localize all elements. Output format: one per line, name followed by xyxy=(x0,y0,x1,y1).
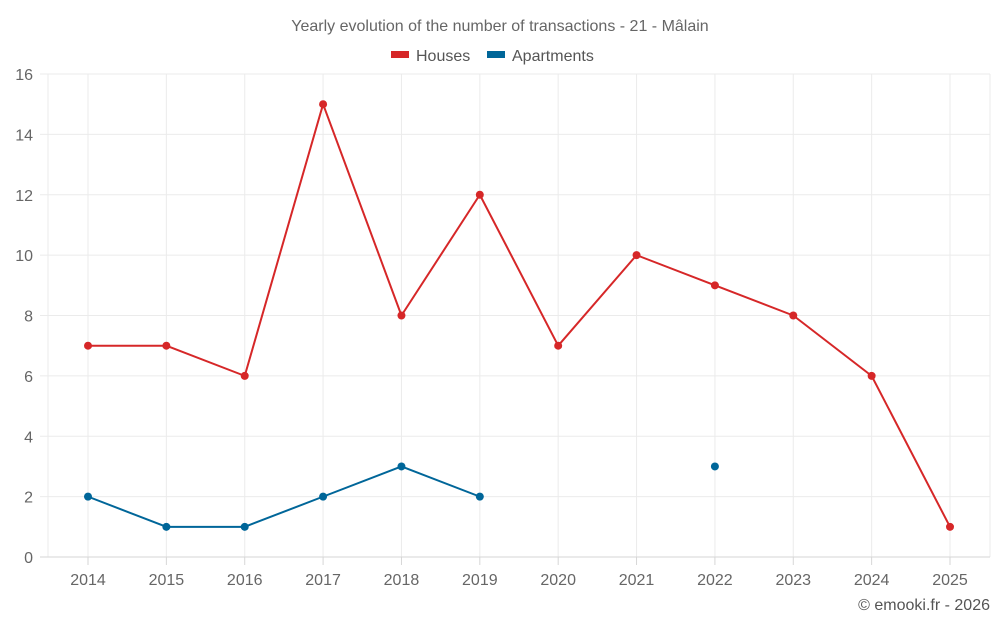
y-tick-label: 2 xyxy=(24,490,33,507)
data-point-houses[interactable] xyxy=(319,100,328,109)
data-point-houses[interactable] xyxy=(162,341,171,350)
y-tick-label: 10 xyxy=(15,248,33,265)
data-point-houses[interactable] xyxy=(867,371,876,380)
data-point-apartments[interactable] xyxy=(240,522,249,531)
legend-item-houses[interactable]: Houses xyxy=(391,48,470,65)
x-tick-label: 2021 xyxy=(619,572,655,589)
data-point-houses[interactable] xyxy=(397,311,406,320)
series-line-houses xyxy=(88,103,951,528)
data-point-houses[interactable] xyxy=(789,311,798,320)
data-point-houses[interactable] xyxy=(84,341,92,350)
data-point-houses[interactable] xyxy=(632,251,641,260)
x-tick-label: 2020 xyxy=(540,572,576,589)
x-tick-label: 2023 xyxy=(775,572,811,589)
data-point-houses[interactable] xyxy=(240,371,249,380)
legend-swatch-apartments xyxy=(487,51,505,58)
y-axis: 0 2 4 6 8 10 12 14 16 xyxy=(15,67,33,567)
x-tick-label: 2024 xyxy=(854,572,890,589)
y-tick-label: 0 xyxy=(24,550,33,567)
y-tick-label: 12 xyxy=(15,188,33,205)
grid xyxy=(40,73,991,558)
chart-title: Yearly evolution of the number of transa… xyxy=(291,18,708,35)
x-tick-label: 2017 xyxy=(305,572,341,589)
x-tick-label: 2015 xyxy=(149,572,185,589)
data-point-apartments[interactable] xyxy=(475,492,484,501)
data-point-apartments[interactable] xyxy=(710,462,719,471)
y-tick-label: 6 xyxy=(24,369,33,386)
data-point-houses[interactable] xyxy=(710,281,719,290)
y-tick-label: 8 xyxy=(24,309,33,326)
legend-swatch-houses xyxy=(391,51,409,58)
data-point-houses[interactable] xyxy=(946,522,954,531)
series-houses xyxy=(84,100,954,531)
x-tick-label: 2019 xyxy=(462,572,498,589)
y-tick-label: 16 xyxy=(15,67,33,84)
data-point-apartments[interactable] xyxy=(84,492,92,501)
y-tick-label: 14 xyxy=(15,127,33,144)
x-tick-label: 2018 xyxy=(384,572,420,589)
series-apartments xyxy=(84,462,719,531)
data-point-apartments[interactable] xyxy=(319,492,328,501)
legend-label-houses: Houses xyxy=(416,48,470,65)
data-point-apartments[interactable] xyxy=(397,462,406,471)
data-point-houses[interactable] xyxy=(475,190,484,199)
legend-label-apartments: Apartments xyxy=(512,48,594,65)
x-tick-label: 2022 xyxy=(697,572,733,589)
x-axis: 2014 2015 2016 2017 2018 2019 2020 2021 2022 2023… xyxy=(70,557,968,589)
legend: Houses Apartments xyxy=(391,48,594,65)
credit-text: © emooki.fr - 2026 xyxy=(858,597,990,614)
x-tick-label: 2014 xyxy=(70,572,106,589)
data-point-houses[interactable] xyxy=(554,341,563,350)
y-tick-label: 4 xyxy=(24,429,33,446)
series-layer xyxy=(84,100,954,531)
x-tick-label: 2025 xyxy=(932,572,968,589)
legend-item-apartments[interactable]: Apartments xyxy=(487,48,594,65)
data-point-apartments[interactable] xyxy=(162,522,171,531)
x-tick-label: 2016 xyxy=(227,572,263,589)
